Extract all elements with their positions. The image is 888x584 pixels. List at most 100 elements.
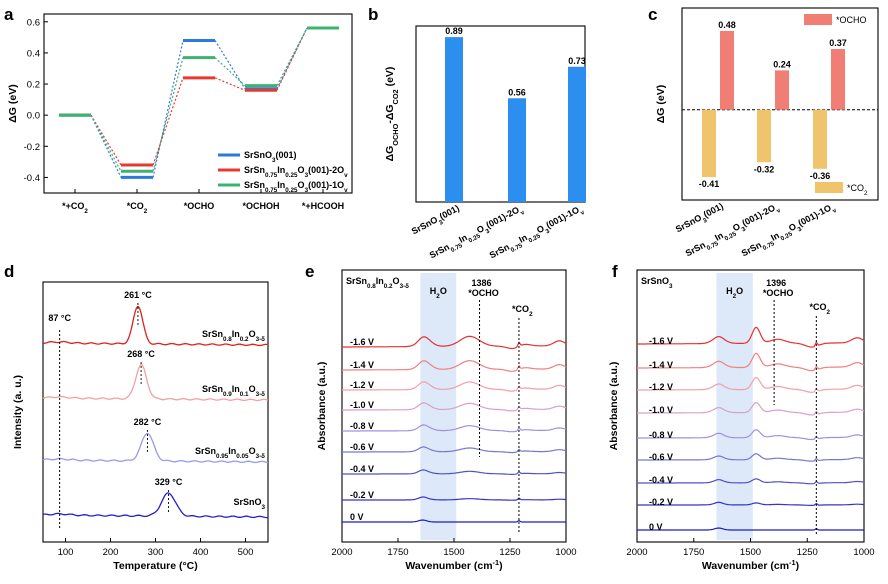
panel-a-xtick-label: *+CO2 — [62, 201, 88, 215]
panel-e-h2o-band — [420, 273, 457, 540]
panel-a-connector-0-0 — [90, 114, 122, 178]
panel-c-bar-1-1 — [757, 109, 771, 163]
panel-e-spectrum-0 — [342, 519, 566, 523]
panel-d-peak-label: 268 °C — [127, 349, 155, 359]
panel-f-ocho-sub-label: *OCHO — [763, 288, 794, 298]
panel-e-potential-label: -0.2 V — [350, 490, 374, 500]
panel-d-curve-in005 — [42, 432, 269, 464]
panel-f-spectrum-5 — [637, 401, 865, 416]
panel-f-xtick-label: 1000 — [853, 547, 874, 558]
panel-f-xlabel: Wavenumber (cm-1) — [702, 558, 799, 573]
panel-a-connector-0-3 — [276, 27, 308, 89]
panel-b-bar-1 — [508, 98, 526, 202]
panel-f-potential-label: -0.4 V — [649, 475, 673, 485]
panel-e-ocho-label: 1386 — [472, 278, 492, 288]
panel-b-bar-chart: 0.89 0.56 0.73 ΔGOCHO-ΔGCO2 (eV) SrSnO3(001)… — [384, 25, 586, 260]
panel-d-series-label: SrSn0.9In0.1O3-δ — [202, 384, 265, 398]
panel-d-xtick-label: 100 — [58, 547, 74, 558]
panel-c-category-label-1: SrSn0.75In0.25O3(001)-2Ov — [684, 201, 782, 262]
panel-e-co2-label: *CO2 — [512, 304, 533, 318]
panel-b-frame — [415, 25, 586, 203]
panel-f-spectrum-0 — [637, 527, 864, 531]
panel-e-potential-label: -0.6 V — [350, 442, 374, 452]
panel-c-category-label-2: SrSn0.75In0.25O3(001)-1Ov — [740, 201, 838, 262]
panel-e-xtick-label: 1250 — [499, 547, 520, 558]
panel-b-value-label: 0.89 — [445, 26, 463, 36]
panel-c-value-label: -0.32 — [754, 164, 775, 174]
panel-e-xtick-label: 1500 — [443, 547, 464, 558]
panel-e-spectrum-4 — [342, 424, 567, 433]
panel-f-ftir-chart: 2000 1750 1500 1250 1000 Wavenumber (cm-1) Abs… — [608, 269, 875, 573]
panel-c-frame — [681, 7, 879, 201]
panel-d-series-label: SrSn0.95In0.05O3-δ — [195, 446, 265, 460]
panel-f-spectrum-3 — [637, 453, 865, 462]
panel-c-legend-label-ocho: *OCHO — [836, 15, 867, 25]
panel-e-ocho-sub-label: *OCHO — [468, 288, 499, 298]
panel-e-ftir-chart: 2000 1750 1500 1250 1000 Wavenumber (cm-1) Abs… — [316, 269, 577, 573]
panel-a-connector-2-3 — [276, 27, 308, 86]
panel-d-xtick-label: 200 — [103, 547, 119, 558]
panel-a-connector-0-2 — [214, 40, 246, 90]
panel-e-potential-label: -0.8 V — [350, 421, 374, 431]
panel-e-xtick-label: 1000 — [555, 547, 576, 558]
panel-a-ytick-label: 0.4 — [27, 48, 40, 59]
panel-c-legend-label-co2: *CO2 — [847, 183, 868, 197]
panel-f-potential-label: -0.8 V — [649, 430, 673, 440]
panel-e-potential-label: -1.6 V — [350, 337, 374, 347]
panel-a-connector-1-1 — [152, 77, 184, 166]
panel-c-ylabel: ΔG (eV) — [655, 85, 667, 123]
panel-f-h2o-band — [716, 273, 753, 540]
panel-a-ytick-label: -0.4 — [24, 173, 40, 184]
panel-a-legend-label-0: SrSnO3(001) — [244, 150, 297, 164]
panel-e-spectrum-5 — [342, 402, 567, 412]
panel-a-xtick-label: *CO2 — [127, 201, 148, 215]
panel-b-bar-2 — [568, 66, 586, 202]
panel-e-spectrum-7 — [342, 360, 567, 372]
panel-b-value-label: 0.56 — [508, 87, 526, 97]
panel-label-e: e — [305, 262, 314, 281]
panel-f-potential-label: 0 V — [649, 522, 663, 532]
panel-a-ytick-label: -0.2 — [24, 142, 40, 153]
panel-f-spectrum-1 — [637, 501, 865, 506]
panel-e-ylabel: Absorbance (a.u.) — [316, 362, 328, 451]
panel-label-d: d — [4, 262, 14, 281]
panel-b-value-label: 0.73 — [568, 56, 586, 66]
panel-d-xlabel: Temperature (°C) — [113, 560, 198, 572]
panel-c-bar-chart: ΔG (eV) 0.48 0.24 0.37 -0.41 -0.32 -0.36 *OCHO *… — [655, 7, 879, 262]
panel-e-sample-title: SrSn0.8In0.2O3-δ — [346, 276, 409, 290]
panel-e-spectrum-8 — [342, 335, 567, 350]
panel-c-bar-0-2 — [831, 49, 845, 110]
panel-d-series-label: SrSn0.8In0.2O3-δ — [202, 329, 265, 343]
panel-f-potential-label: -1.0 V — [649, 405, 673, 415]
panel-c-bar-0-0 — [720, 30, 734, 110]
panel-f-co2-label: *CO2 — [809, 302, 830, 316]
panel-a-xtick-label: *OCHOH — [242, 201, 279, 211]
panel-c-value-label: 0.37 — [829, 38, 847, 48]
panel-a-connector-2-0 — [90, 114, 122, 172]
panel-b-bar-0 — [445, 37, 463, 203]
panel-e-spectrum-1 — [342, 496, 567, 501]
panel-a-ytick-label: 0.0 — [27, 111, 40, 122]
panel-f-potential-label: -1.4 V — [649, 360, 673, 370]
panel-e-spectrum-3 — [342, 446, 567, 454]
panel-f-spectrum-7 — [637, 352, 865, 372]
panel-c-value-label: 0.48 — [718, 20, 736, 30]
panel-d-ylabel: Intensity (a. u.) — [12, 375, 24, 449]
panel-c-legend-swatch-co2 — [815, 182, 843, 193]
panel-a-connector-0-1 — [152, 40, 184, 178]
panel-f-spectrum-4 — [637, 429, 865, 441]
panel-c-bar-1-0 — [702, 109, 716, 178]
panel-f-xtick-label: 1500 — [740, 547, 761, 558]
panel-d-curve-srsno3 — [42, 492, 269, 519]
panel-d-curve-in01 — [42, 363, 269, 402]
panel-a-xtick-label: *OCHO — [184, 201, 215, 211]
panel-f-ylabel: Absorbance (a.u.) — [608, 362, 620, 451]
panel-e-spectrum-6 — [342, 381, 567, 392]
panel-d-peak-label: 282 °C — [134, 417, 162, 427]
panel-e-xlabel: Wavenumber (cm-1) — [405, 558, 502, 573]
panel-a-connector-2-2 — [214, 57, 246, 87]
panel-a-connector-1-2 — [214, 77, 246, 91]
panel-a-ylabel: ΔG (eV) — [7, 84, 19, 122]
panel-f-potential-label: -1.2 V — [649, 382, 673, 392]
